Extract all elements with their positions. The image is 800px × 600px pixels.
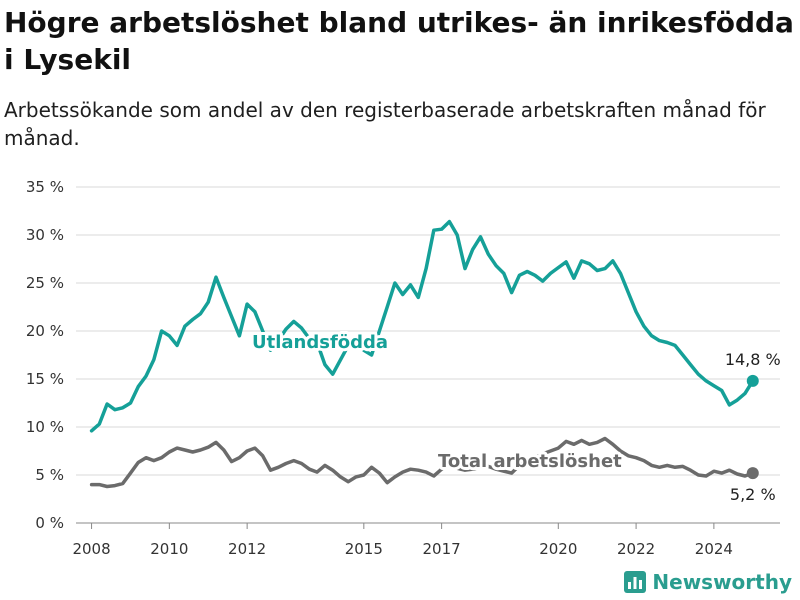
x-tick-label: 2015 (345, 540, 383, 558)
x-tick-label: 2022 (617, 540, 655, 558)
series-name-label: Utlandsfödda (252, 332, 388, 353)
end-value-label: 14,8 % (725, 350, 781, 369)
x-tick-label: 2010 (150, 540, 188, 558)
x-tick-label: 2020 (539, 540, 577, 558)
y-tick-label: 25 % (26, 274, 64, 292)
axes: 0 % 5 % 10 % 15 % 20 % 25 % 30 % 35 % 2008 2010 20… (26, 178, 733, 558)
series-lines (89, 219, 759, 489)
y-tick-label: 15 % (26, 370, 64, 388)
y-tick-label: 35 % (26, 178, 64, 196)
x-tick-label: 2017 (423, 540, 461, 558)
brand-name: Newsworthy (652, 570, 792, 594)
chart-subtitle: Arbetssökande som andel av den registerb… (4, 98, 766, 150)
x-tick-label: 2012 (228, 540, 266, 558)
x-tick-label: 2024 (695, 540, 733, 558)
newsworthy-logo: Newsworthy (624, 570, 792, 594)
series-line-utlandsfodda (89, 219, 755, 433)
series-name-label: Total arbetslöshet (438, 451, 622, 472)
series-line-total (89, 436, 755, 489)
end-value-label: 5,2 % (730, 485, 776, 504)
chart-title: Högre arbetslöshet bland utrikes- än inr… (4, 6, 794, 76)
series-labels: 14,8 % 5,2 % Utlandsfödda Total arbetslöshe… (249, 329, 781, 504)
y-tick-label: 0 % (35, 514, 64, 532)
x-tick-label: 2008 (72, 540, 110, 558)
y-tick-label: 10 % (26, 418, 64, 436)
y-tick-label: 5 % (35, 466, 64, 484)
y-tick-label: 20 % (26, 322, 64, 340)
end-point-marker (746, 467, 759, 480)
brand-bar-chart-icon (624, 571, 647, 593)
y-tick-label: 30 % (26, 226, 64, 244)
end-point-marker (746, 374, 759, 387)
